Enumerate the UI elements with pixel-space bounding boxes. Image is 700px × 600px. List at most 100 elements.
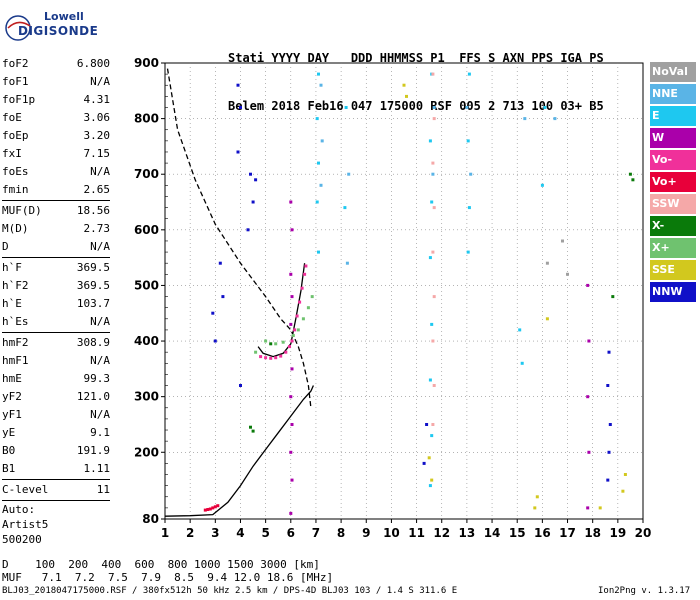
param-separator [2,257,110,258]
param-value: 6.800 [76,57,110,70]
param-row: fmin 2.65 [2,181,110,199]
echo-point [586,395,590,399]
param-row: foF1p 4.31 [2,91,110,109]
echo-point [213,505,217,509]
y-tick-label: 700 [134,167,159,181]
param-value: N/A [90,315,110,328]
param-separator [2,500,110,501]
param-name: h`F2 [2,279,29,292]
x-tick-label: 12 [433,526,450,540]
echo-point [431,339,435,343]
y-tick-label: 400 [134,334,159,348]
param-name: fmin [2,183,29,196]
param-row: foEs N/A [2,163,110,181]
echo-point [289,272,293,276]
logo-line-2: DIGISONDE [18,24,99,38]
legend-item: Vo+ [650,172,696,192]
echo-point [249,425,252,429]
x-tick-label: 15 [509,526,526,540]
param-row: foEp 3.20 [2,127,110,145]
param-name: B1 [2,462,16,475]
param-value: 3.20 [83,129,111,142]
x-tick-label: 20 [635,526,652,540]
echo-point [430,478,434,482]
echo-point [269,356,273,360]
param-name: MUF(D) [2,204,42,217]
logo-line-1: Lowell [44,10,84,23]
footer-version: Ion2Png v. 1.3.17 [598,586,691,596]
echo-point [431,72,435,76]
param-row: hmF1 N/A [2,352,110,370]
param-value: 18.56 [76,204,110,217]
echo-point [290,295,294,299]
legend: NoVal NNE E W Vo- Vo+ SSW X- X+ SSE NNW [650,62,696,304]
auto-line: Auto: [2,503,36,516]
echo-point [587,450,591,454]
echo-point [561,239,564,243]
echo-point [211,311,215,315]
echo-point [587,339,591,343]
echo-point [586,506,590,510]
param-row: foF1 N/A [2,73,110,91]
echo-point [466,250,470,254]
param-value: 308.9 [76,336,110,349]
echo-point [236,150,240,154]
auto-line: Artist5 [2,518,49,531]
station-header: Stati YYYY DAY DDD HHMMSS P1 FFS S AXN P… [228,18,604,130]
param-row: h`Es N/A [2,313,110,331]
echo-point [430,434,434,438]
echo-point [566,272,569,276]
y-tick-label: 600 [134,223,159,237]
echo-point [428,256,432,260]
echo-point [290,478,294,482]
echo-point [295,314,299,318]
y-tick-label: 500 [134,278,159,292]
echo-point [430,200,434,204]
echo-point [274,356,278,360]
y-tick-label: 80 [142,512,159,526]
x-tick-label: 13 [459,526,476,540]
echo-point [606,384,610,387]
echo-point [543,106,547,109]
param-row: h`F2 369.5 [2,277,110,295]
param-row: h`E 103.7 [2,295,110,313]
y-tick-label: 800 [134,112,159,126]
param-row: foF2 6.800 [2,55,110,73]
echo-point [432,206,436,210]
x-tick-label: 1 [161,526,169,540]
echo-point [279,354,283,358]
param-name: yF1 [2,408,22,421]
param-row: M(D) 2.73 [2,220,110,238]
param-value: 3.06 [83,111,111,124]
echo-point [306,306,310,310]
x-tick-label: 17 [559,526,576,540]
echo-point [290,339,294,343]
echo-point [520,361,524,365]
echo-point [428,139,432,143]
echo-point [405,94,408,98]
echo-point [431,250,435,254]
param-row: C-level 11 [2,481,110,499]
echo-point [402,83,406,87]
param-value: N/A [90,165,110,178]
echo-point [432,384,436,387]
x-tick-label: 10 [383,526,400,540]
param-row: MUF(D) 18.56 [2,202,110,220]
echo-point [289,450,293,454]
echo-point [259,355,263,359]
echo-point [631,178,635,182]
param-value: 369.5 [76,279,110,292]
echo-point [298,300,302,304]
echo-point [431,172,435,176]
lowell-digisonde-logo: Lowell DIGISONDE [4,8,124,48]
param-name: fxI [2,147,22,160]
echo-point [288,345,291,349]
echo-point [611,295,615,299]
x-tick-label: 9 [362,526,370,540]
echo-point [300,286,304,290]
legend-item: X+ [650,238,696,258]
echo-point [208,507,212,511]
echo-point [320,139,324,143]
echo-point [466,139,470,143]
echo-point [345,261,349,265]
